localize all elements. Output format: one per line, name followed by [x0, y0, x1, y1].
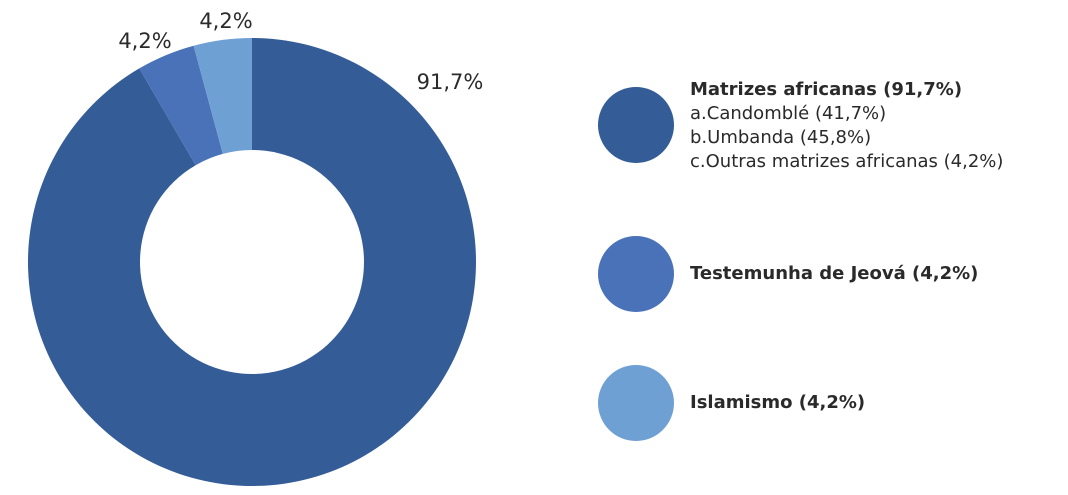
legend-swatch	[598, 236, 674, 312]
value-label: 4,2%	[199, 9, 252, 33]
legend-label: Islamismo (4,2%)	[690, 392, 865, 413]
legend-subitem: c.Outras matrizes africanas (4,2%)	[690, 151, 1003, 172]
legend-label: Matrizes africanas (91,7%)	[690, 79, 962, 100]
legend-subitem: a.Candomblé (41,7%)	[690, 103, 886, 124]
donut-slice	[27, 38, 476, 486]
legend-label: Testemunha de Jeová (4,2%)	[690, 263, 978, 284]
value-label: 4,2%	[118, 29, 171, 53]
donut-slice	[193, 38, 252, 154]
donut-slice	[139, 45, 223, 166]
legend-swatch	[598, 87, 674, 163]
legend-subitem: b.Umbanda (45,8%)	[690, 127, 871, 148]
value-label: 91,7%	[417, 70, 484, 94]
legend-swatch	[598, 365, 674, 441]
